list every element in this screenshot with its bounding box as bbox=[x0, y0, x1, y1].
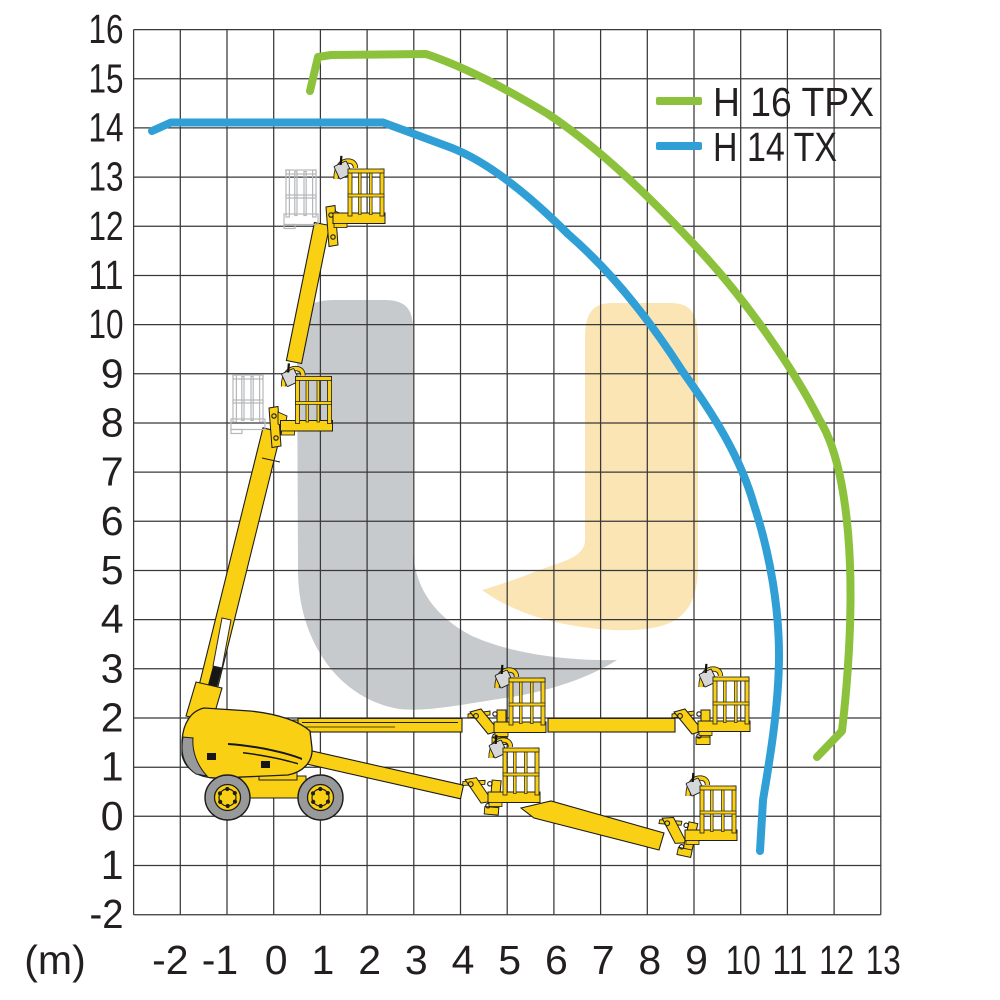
svg-text:7: 7 bbox=[592, 937, 615, 983]
svg-text:1: 1 bbox=[101, 842, 124, 888]
svg-text:0: 0 bbox=[265, 937, 288, 983]
svg-text:0: 0 bbox=[101, 793, 124, 839]
svg-text:-2: -2 bbox=[90, 891, 124, 937]
svg-text:12: 12 bbox=[89, 203, 124, 249]
svg-text:1: 1 bbox=[101, 744, 124, 790]
svg-text:15: 15 bbox=[89, 55, 124, 101]
svg-text:-2: -2 bbox=[152, 937, 188, 983]
svg-text:13: 13 bbox=[89, 154, 124, 200]
svg-text:1: 1 bbox=[311, 937, 334, 983]
svg-text:4: 4 bbox=[101, 596, 124, 642]
svg-text:11: 11 bbox=[89, 252, 124, 298]
svg-text:3: 3 bbox=[405, 937, 428, 983]
svg-text:H 14 TX: H 14 TX bbox=[713, 124, 837, 170]
svg-text:-1: -1 bbox=[202, 937, 238, 983]
svg-text:10: 10 bbox=[89, 301, 124, 347]
svg-text:12: 12 bbox=[819, 937, 854, 983]
svg-text:(m): (m) bbox=[24, 937, 85, 983]
svg-text:H 16 TPX: H 16 TPX bbox=[713, 79, 874, 125]
svg-text:6: 6 bbox=[101, 498, 124, 544]
svg-text:2: 2 bbox=[101, 695, 124, 741]
svg-text:4: 4 bbox=[452, 937, 475, 983]
svg-text:7: 7 bbox=[101, 449, 124, 495]
svg-text:3: 3 bbox=[101, 645, 124, 691]
svg-text:16: 16 bbox=[89, 6, 124, 52]
svg-text:5: 5 bbox=[498, 937, 521, 983]
svg-text:10: 10 bbox=[726, 937, 761, 983]
svg-text:2: 2 bbox=[358, 937, 381, 983]
svg-text:8: 8 bbox=[638, 937, 661, 983]
svg-text:5: 5 bbox=[101, 547, 124, 593]
svg-text:11: 11 bbox=[772, 937, 807, 983]
svg-text:13: 13 bbox=[866, 937, 901, 983]
svg-text:14: 14 bbox=[89, 104, 124, 150]
svg-text:9: 9 bbox=[685, 937, 708, 983]
svg-text:8: 8 bbox=[101, 400, 124, 446]
svg-text:6: 6 bbox=[545, 937, 568, 983]
svg-text:9: 9 bbox=[101, 350, 124, 396]
